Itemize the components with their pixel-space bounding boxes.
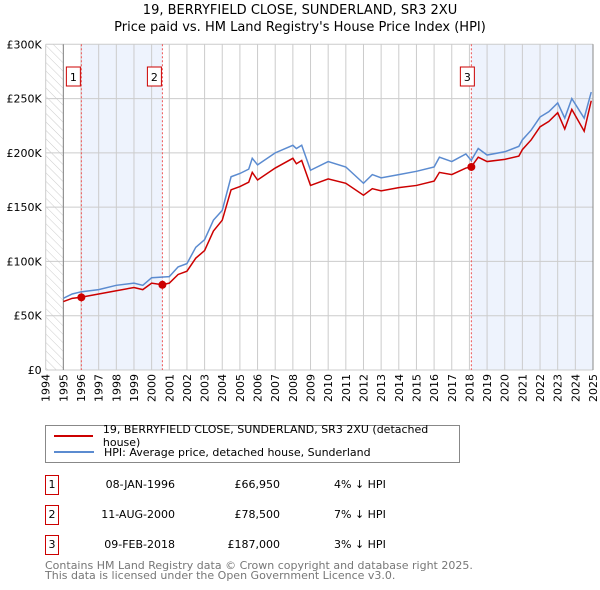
x-tick-label: 2016 (428, 374, 441, 402)
x-tick-label: 2018 (463, 374, 476, 402)
y-tick-label: £250K (6, 93, 42, 106)
footer: Contains HM Land Registry data © Crown c… (45, 559, 473, 582)
sale-marker-label: 1 (70, 71, 77, 84)
x-tick-label: 2011 (340, 374, 353, 402)
legend-swatch-red (54, 435, 93, 437)
sale-marker-label: 3 (464, 71, 471, 84)
footer-line: This data is licensed under the Open Gov… (45, 569, 396, 582)
x-tick-label: 2004 (216, 374, 229, 402)
sale-price: £78,500 (234, 508, 281, 521)
sale-marker-badge: 2 (45, 505, 59, 525)
sale-marker-label: 2 (151, 71, 158, 84)
x-tick-label: 2025 (587, 374, 600, 402)
x-tick-label: 2005 (234, 374, 247, 402)
x-tick-label: 1999 (128, 374, 141, 402)
sale-marker-box (146, 66, 162, 87)
x-tick-label: 2009 (305, 374, 318, 402)
x-tick-label: 2007 (269, 374, 282, 402)
x-tick-label: 2001 (163, 374, 176, 402)
sale-date: 09-FEB-2018 (104, 538, 175, 551)
table-row: 3 09-FEB-2018 £187,000 3% ↓ HPI (45, 535, 465, 555)
sale-price: £66,950 (234, 478, 281, 491)
x-tick-label: 1998 (110, 374, 123, 402)
x-tick-label: 2023 (552, 374, 565, 402)
sale-price: £187,000 (227, 538, 281, 551)
x-tick-label: 2003 (199, 374, 212, 402)
legend-item-property: 19, BERRYFIELD CLOSE, SUNDERLAND, SR3 2X… (54, 423, 459, 449)
legend-item-hpi: HPI: Average price, detached house, Sund… (54, 444, 371, 460)
y-tick-label: £300K (6, 38, 42, 51)
y-tick-label: £200K (6, 147, 42, 160)
footer-line: Contains HM Land Registry data © Crown c… (45, 559, 473, 572)
sale-date: 08-JAN-1996 (105, 478, 175, 491)
x-tick-label: 1995 (57, 374, 70, 402)
x-tick-label: 1997 (93, 374, 106, 402)
sale-point (77, 293, 86, 302)
sale-hpi-diff: 7% ↓ HPI (334, 508, 386, 521)
table-row: 2 11-AUG-2000 £78,500 7% ↓ HPI (45, 505, 465, 525)
sale-marker-box (459, 66, 475, 87)
price-chart: 1994 1995 1996 1997 1998 1999 2000 2001 2002 2003… (6, 38, 600, 402)
y-tick-label: £100K (6, 255, 42, 268)
legend-label: 19, BERRYFIELD CLOSE, SUNDERLAND, SR3 2X… (102, 423, 429, 449)
sale-point (467, 162, 476, 171)
sale-hpi-diff: 3% ↓ HPI (334, 538, 386, 551)
x-tick-label: 2019 (481, 374, 494, 402)
x-tick-label: 2021 (516, 374, 529, 402)
y-tick-label: £0 (28, 364, 42, 377)
x-tick-label: 2014 (393, 374, 406, 402)
chart-subtitle: Price paid vs. HM Land Registry's House … (114, 20, 486, 35)
x-tick-label: 2020 (499, 374, 512, 402)
chart-title: 19, BERRYFIELD CLOSE, SUNDERLAND, SR3 2X… (142, 3, 458, 18)
x-tick-label: 2015 (410, 374, 423, 402)
x-tick-label: 1996 (75, 374, 88, 402)
x-tick-label: 2006 (252, 374, 265, 402)
x-tick-label: 2022 (534, 374, 547, 402)
sale-point (158, 280, 167, 289)
legend-swatch-blue (54, 451, 94, 453)
sale-marker-box (65, 66, 81, 87)
x-tick-label: 2012 (357, 374, 370, 402)
x-tick-label: 1994 (40, 374, 53, 402)
x-tick-label: 2017 (446, 374, 459, 402)
table-row: 1 08-JAN-1996 £66,950 4% ↓ HPI (45, 475, 465, 495)
legend-label: HPI: Average price, detached house, Sund… (104, 445, 371, 459)
sale-hpi-diff: 4% ↓ HPI (334, 478, 386, 491)
sale-date: 11-AUG-2000 (101, 508, 175, 521)
hpi-line (63, 91, 592, 300)
x-tick-label: 2000 (146, 374, 159, 402)
x-tick-label: 2010 (322, 374, 335, 402)
y-tick-label: £50K (13, 310, 42, 323)
y-tick-label: £150K (6, 201, 42, 214)
x-tick-label: 2024 (569, 374, 582, 402)
x-tick-label: 2013 (375, 374, 388, 402)
legend: 19, BERRYFIELD CLOSE, SUNDERLAND, SR3 2X… (45, 423, 460, 463)
sale-marker-badge: 3 (45, 535, 59, 555)
x-tick-label: 2008 (287, 374, 300, 402)
x-tick-label: 2002 (181, 374, 194, 402)
sale-marker-badge: 1 (45, 475, 59, 495)
